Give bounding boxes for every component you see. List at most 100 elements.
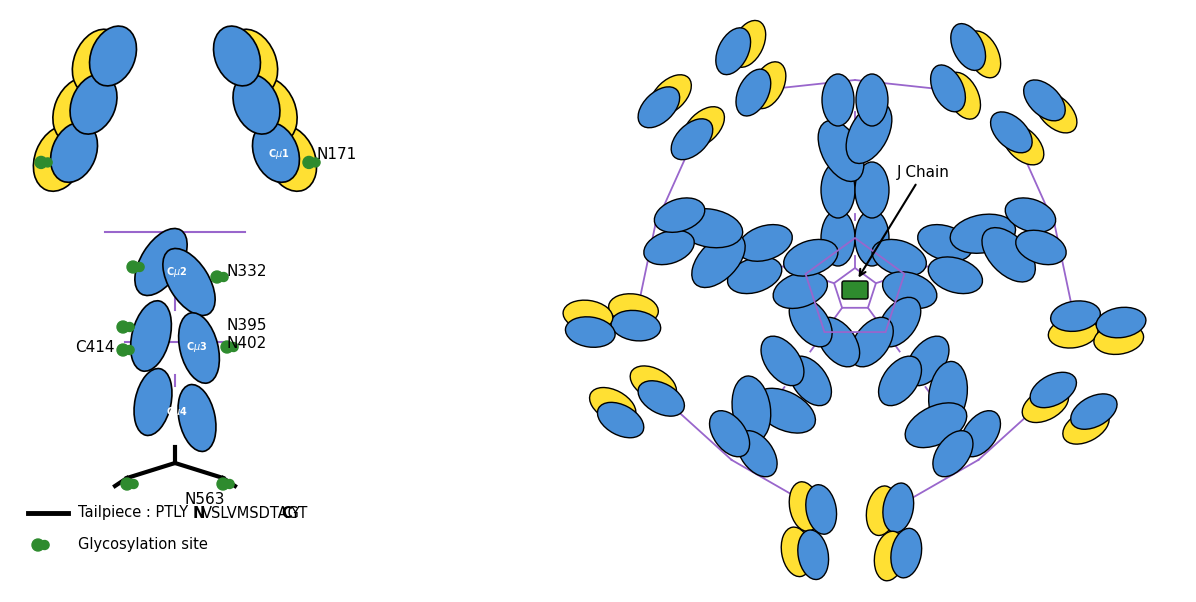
Circle shape	[35, 157, 47, 169]
Ellipse shape	[72, 29, 123, 95]
Ellipse shape	[789, 482, 820, 532]
Ellipse shape	[654, 198, 704, 232]
Text: Y: Y	[289, 506, 299, 521]
Ellipse shape	[846, 102, 892, 164]
Ellipse shape	[709, 411, 750, 457]
Circle shape	[219, 273, 228, 282]
Ellipse shape	[806, 485, 836, 534]
Text: Tailpiece : PTLY: Tailpiece : PTLY	[78, 506, 188, 521]
Ellipse shape	[773, 272, 828, 308]
Circle shape	[43, 158, 53, 167]
Circle shape	[210, 271, 222, 283]
Ellipse shape	[905, 403, 966, 448]
Ellipse shape	[683, 107, 725, 147]
Ellipse shape	[1050, 301, 1100, 331]
Ellipse shape	[817, 317, 860, 367]
Ellipse shape	[783, 240, 838, 276]
Ellipse shape	[930, 65, 965, 112]
Ellipse shape	[727, 257, 782, 294]
Ellipse shape	[71, 74, 117, 134]
Ellipse shape	[866, 486, 897, 535]
Ellipse shape	[566, 317, 615, 347]
Circle shape	[121, 478, 133, 490]
Text: C: C	[281, 506, 292, 521]
Ellipse shape	[630, 366, 677, 402]
Ellipse shape	[1002, 124, 1044, 165]
Ellipse shape	[590, 388, 636, 423]
Circle shape	[216, 478, 228, 490]
Circle shape	[32, 539, 44, 551]
Ellipse shape	[226, 29, 277, 95]
Ellipse shape	[820, 210, 855, 266]
Text: C414: C414	[75, 341, 115, 356]
Ellipse shape	[789, 297, 832, 347]
Ellipse shape	[761, 336, 804, 386]
Ellipse shape	[130, 301, 171, 371]
Ellipse shape	[878, 297, 921, 347]
Ellipse shape	[266, 126, 317, 191]
Ellipse shape	[691, 233, 745, 288]
Circle shape	[117, 321, 129, 333]
Ellipse shape	[1005, 198, 1056, 232]
Circle shape	[41, 541, 49, 550]
Ellipse shape	[891, 529, 922, 578]
Ellipse shape	[950, 214, 1015, 253]
Text: C$\mu$4: C$\mu$4	[166, 405, 188, 419]
Ellipse shape	[855, 162, 889, 218]
FancyBboxPatch shape	[842, 281, 868, 299]
Ellipse shape	[134, 368, 172, 435]
Ellipse shape	[1049, 317, 1098, 348]
Ellipse shape	[917, 225, 972, 261]
Ellipse shape	[563, 300, 612, 330]
Text: C$\mu$3: C$\mu$3	[187, 340, 208, 354]
Text: Glycosylation site: Glycosylation site	[78, 538, 208, 553]
Circle shape	[221, 341, 233, 353]
Ellipse shape	[50, 122, 98, 182]
Ellipse shape	[732, 376, 770, 442]
Ellipse shape	[822, 74, 854, 126]
Ellipse shape	[798, 530, 829, 580]
Ellipse shape	[1094, 324, 1143, 355]
Ellipse shape	[1070, 394, 1117, 429]
Ellipse shape	[850, 317, 893, 367]
Ellipse shape	[252, 122, 299, 182]
Ellipse shape	[820, 162, 855, 218]
Ellipse shape	[1030, 372, 1076, 408]
Ellipse shape	[731, 20, 765, 67]
Ellipse shape	[609, 294, 658, 324]
Ellipse shape	[966, 31, 1001, 78]
Ellipse shape	[818, 120, 864, 181]
Text: N395: N395	[227, 318, 268, 334]
Text: J Chain: J Chain	[860, 164, 950, 276]
Ellipse shape	[716, 28, 751, 75]
Ellipse shape	[946, 72, 981, 119]
Text: N171: N171	[317, 147, 358, 162]
Text: C$\mu$2: C$\mu$2	[166, 265, 188, 279]
Ellipse shape	[246, 78, 297, 143]
Ellipse shape	[736, 69, 770, 116]
Text: N563: N563	[185, 492, 226, 507]
Ellipse shape	[671, 119, 713, 160]
Ellipse shape	[982, 228, 1036, 282]
Ellipse shape	[907, 336, 948, 386]
Ellipse shape	[951, 23, 986, 70]
Ellipse shape	[928, 361, 968, 427]
Ellipse shape	[1097, 307, 1146, 338]
Ellipse shape	[33, 126, 85, 191]
Ellipse shape	[178, 313, 219, 383]
Text: VSLVMSDTAGT: VSLVMSDTAGT	[202, 506, 309, 521]
Circle shape	[127, 261, 139, 273]
Ellipse shape	[649, 75, 691, 116]
Ellipse shape	[1023, 387, 1068, 423]
Ellipse shape	[751, 62, 786, 108]
Ellipse shape	[178, 385, 216, 452]
Text: N332: N332	[227, 264, 268, 279]
Ellipse shape	[788, 356, 831, 406]
Ellipse shape	[1024, 80, 1066, 121]
Ellipse shape	[855, 210, 889, 266]
Ellipse shape	[1063, 409, 1109, 444]
Ellipse shape	[856, 74, 887, 126]
Ellipse shape	[677, 209, 743, 248]
Ellipse shape	[53, 78, 104, 143]
Ellipse shape	[737, 430, 777, 477]
